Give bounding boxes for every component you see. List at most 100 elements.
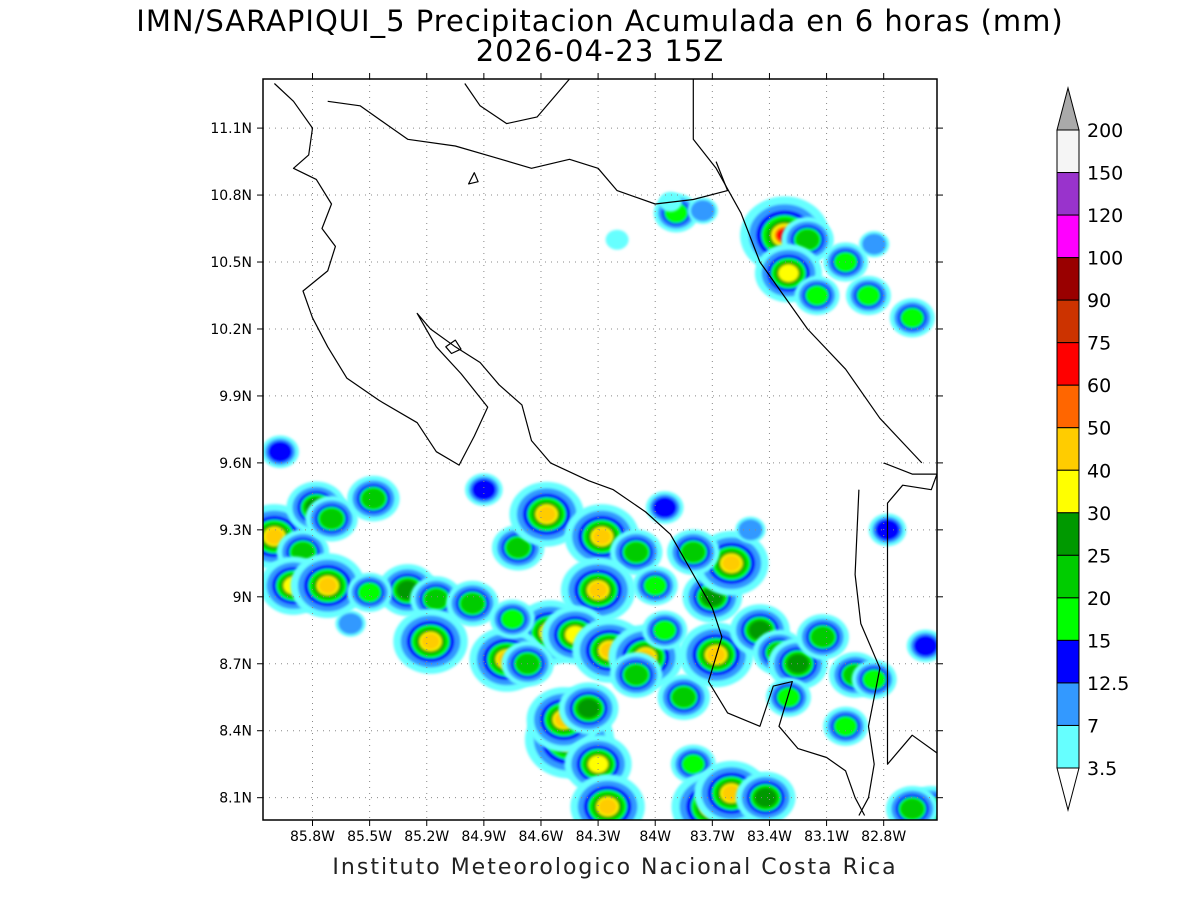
colorbar-swatch: [1056, 639, 1080, 684]
lon-tick-label: 82.8W: [861, 829, 906, 845]
country-outlines: [273, 79, 937, 816]
colorbar-label: 7: [1087, 715, 1099, 737]
precip-contour: [318, 577, 338, 594]
precip-cell: [564, 735, 632, 794]
precip-cell: [858, 230, 890, 258]
colorbar-swatch: [1056, 129, 1080, 174]
lat-tick-label: 10.2N: [210, 322, 252, 338]
precip-contour: [653, 620, 677, 641]
island-outline: [468, 172, 479, 185]
precip-contour: [900, 799, 924, 819]
colorbar-top-arrow: [1056, 86, 1080, 131]
precip-contour: [592, 528, 612, 545]
precip-contour: [681, 754, 706, 775]
precip-contour: [833, 716, 858, 737]
lon-tick-label: 84W: [639, 829, 671, 845]
precip-cell: [886, 786, 937, 820]
colorbar-swatch: [1056, 342, 1080, 386]
precip-cell: [735, 516, 766, 544]
precip-contour: [682, 542, 705, 562]
precip-contour: [754, 788, 777, 808]
colorbar-label: 15: [1087, 630, 1111, 652]
lat-tick-label: 9N: [233, 590, 252, 606]
precip-contour: [424, 589, 448, 609]
lon-tick-label: 84.6W: [518, 829, 563, 845]
precip-cell: [347, 572, 393, 612]
colorbar-swatch: [1056, 427, 1080, 471]
colorbar-legend: 3.5 7 12.5 15 20 25 30 40 50 60 75 90 100 120 150 200: [1056, 86, 1129, 812]
colorbar-label: 50: [1087, 418, 1111, 440]
precip-cell: [609, 652, 663, 698]
precip-contour: [588, 582, 608, 599]
precip-contour: [624, 542, 648, 562]
precip-cell: [347, 475, 400, 522]
precip-cell: [305, 495, 358, 542]
precipitation-field: [263, 191, 937, 820]
footer-credit: Instituto Meteorologico Nacional Costa R…: [332, 855, 898, 880]
lon-tick-label: 83.7W: [690, 829, 735, 845]
precip-contour: [811, 627, 835, 647]
colorbar-swatch: [1056, 257, 1080, 301]
precip-contour: [506, 537, 530, 558]
precip-cell: [464, 473, 503, 507]
lon-tick-label: 85.2W: [404, 829, 449, 845]
precip-contour: [598, 798, 617, 815]
precip-cell: [605, 229, 629, 250]
precip-cell: [558, 682, 619, 735]
lat-lon-grid: [263, 79, 937, 820]
colorbar-bottom-arrow: [1056, 767, 1080, 812]
precip-contour: [338, 613, 363, 635]
colorbar-label: 3.5: [1087, 758, 1117, 780]
precip-contour: [268, 441, 293, 463]
colorbar-swatch: [1056, 469, 1080, 514]
lon-tick-label: 85.8W: [290, 829, 335, 845]
colorbar-label: 12.5: [1087, 673, 1129, 695]
precip-contour: [605, 229, 629, 250]
nicaragua-border: [327, 100, 729, 205]
lat-tick-label: 8.1N: [219, 791, 252, 807]
precip-contour: [471, 479, 496, 501]
colorbar-swatch: [1056, 172, 1080, 216]
precip-contour: [805, 285, 829, 306]
precip-cell: [570, 774, 645, 820]
precip-cell: [823, 706, 869, 746]
precip-cell: [609, 529, 663, 575]
precip-cell: [889, 298, 935, 338]
precip-contour: [776, 687, 801, 708]
precip-cell: [765, 677, 812, 717]
lon-tick-label: 84.3W: [576, 829, 621, 845]
precip-contour: [537, 506, 557, 523]
precip-contour: [357, 582, 382, 603]
colorbar-swatch: [1056, 554, 1080, 599]
precip-cell: [632, 566, 678, 606]
colorbar-label: 25: [1087, 545, 1111, 567]
precip-cell: [735, 771, 796, 820]
lon-tick-label: 85.5W: [347, 829, 392, 845]
precip-contour: [778, 264, 799, 282]
precip-contour: [362, 488, 385, 509]
colorbar-swatch: [1056, 597, 1080, 641]
precip-cell: [263, 435, 299, 469]
precip-contour: [588, 755, 609, 773]
colorbar-label: 150: [1087, 163, 1123, 185]
colorbar-swatch: [1056, 384, 1080, 429]
precip-contour: [421, 633, 440, 650]
lat-tick-label: 8.4N: [219, 724, 252, 740]
colorbar-swatch: [1056, 299, 1080, 344]
precip-contour: [796, 229, 819, 250]
precip-contour: [652, 497, 677, 519]
colorbar-swatch: [1056, 512, 1080, 556]
colorbar-label: 60: [1087, 375, 1111, 397]
precip-cell: [667, 529, 720, 575]
precip-cell: [489, 599, 535, 639]
lon-tick-label: 84.9W: [461, 829, 506, 845]
colorbar-swatch: [1056, 724, 1080, 769]
colorbar-label: 200: [1087, 120, 1123, 142]
precip-cell: [845, 275, 891, 316]
precip-contour: [738, 519, 763, 541]
colorbar-label: 30: [1087, 503, 1111, 525]
precip-contour: [577, 699, 600, 718]
precip-contour: [643, 575, 667, 596]
lat-tick-label: 9.6N: [219, 456, 252, 472]
colorbar-swatch: [1056, 214, 1080, 259]
